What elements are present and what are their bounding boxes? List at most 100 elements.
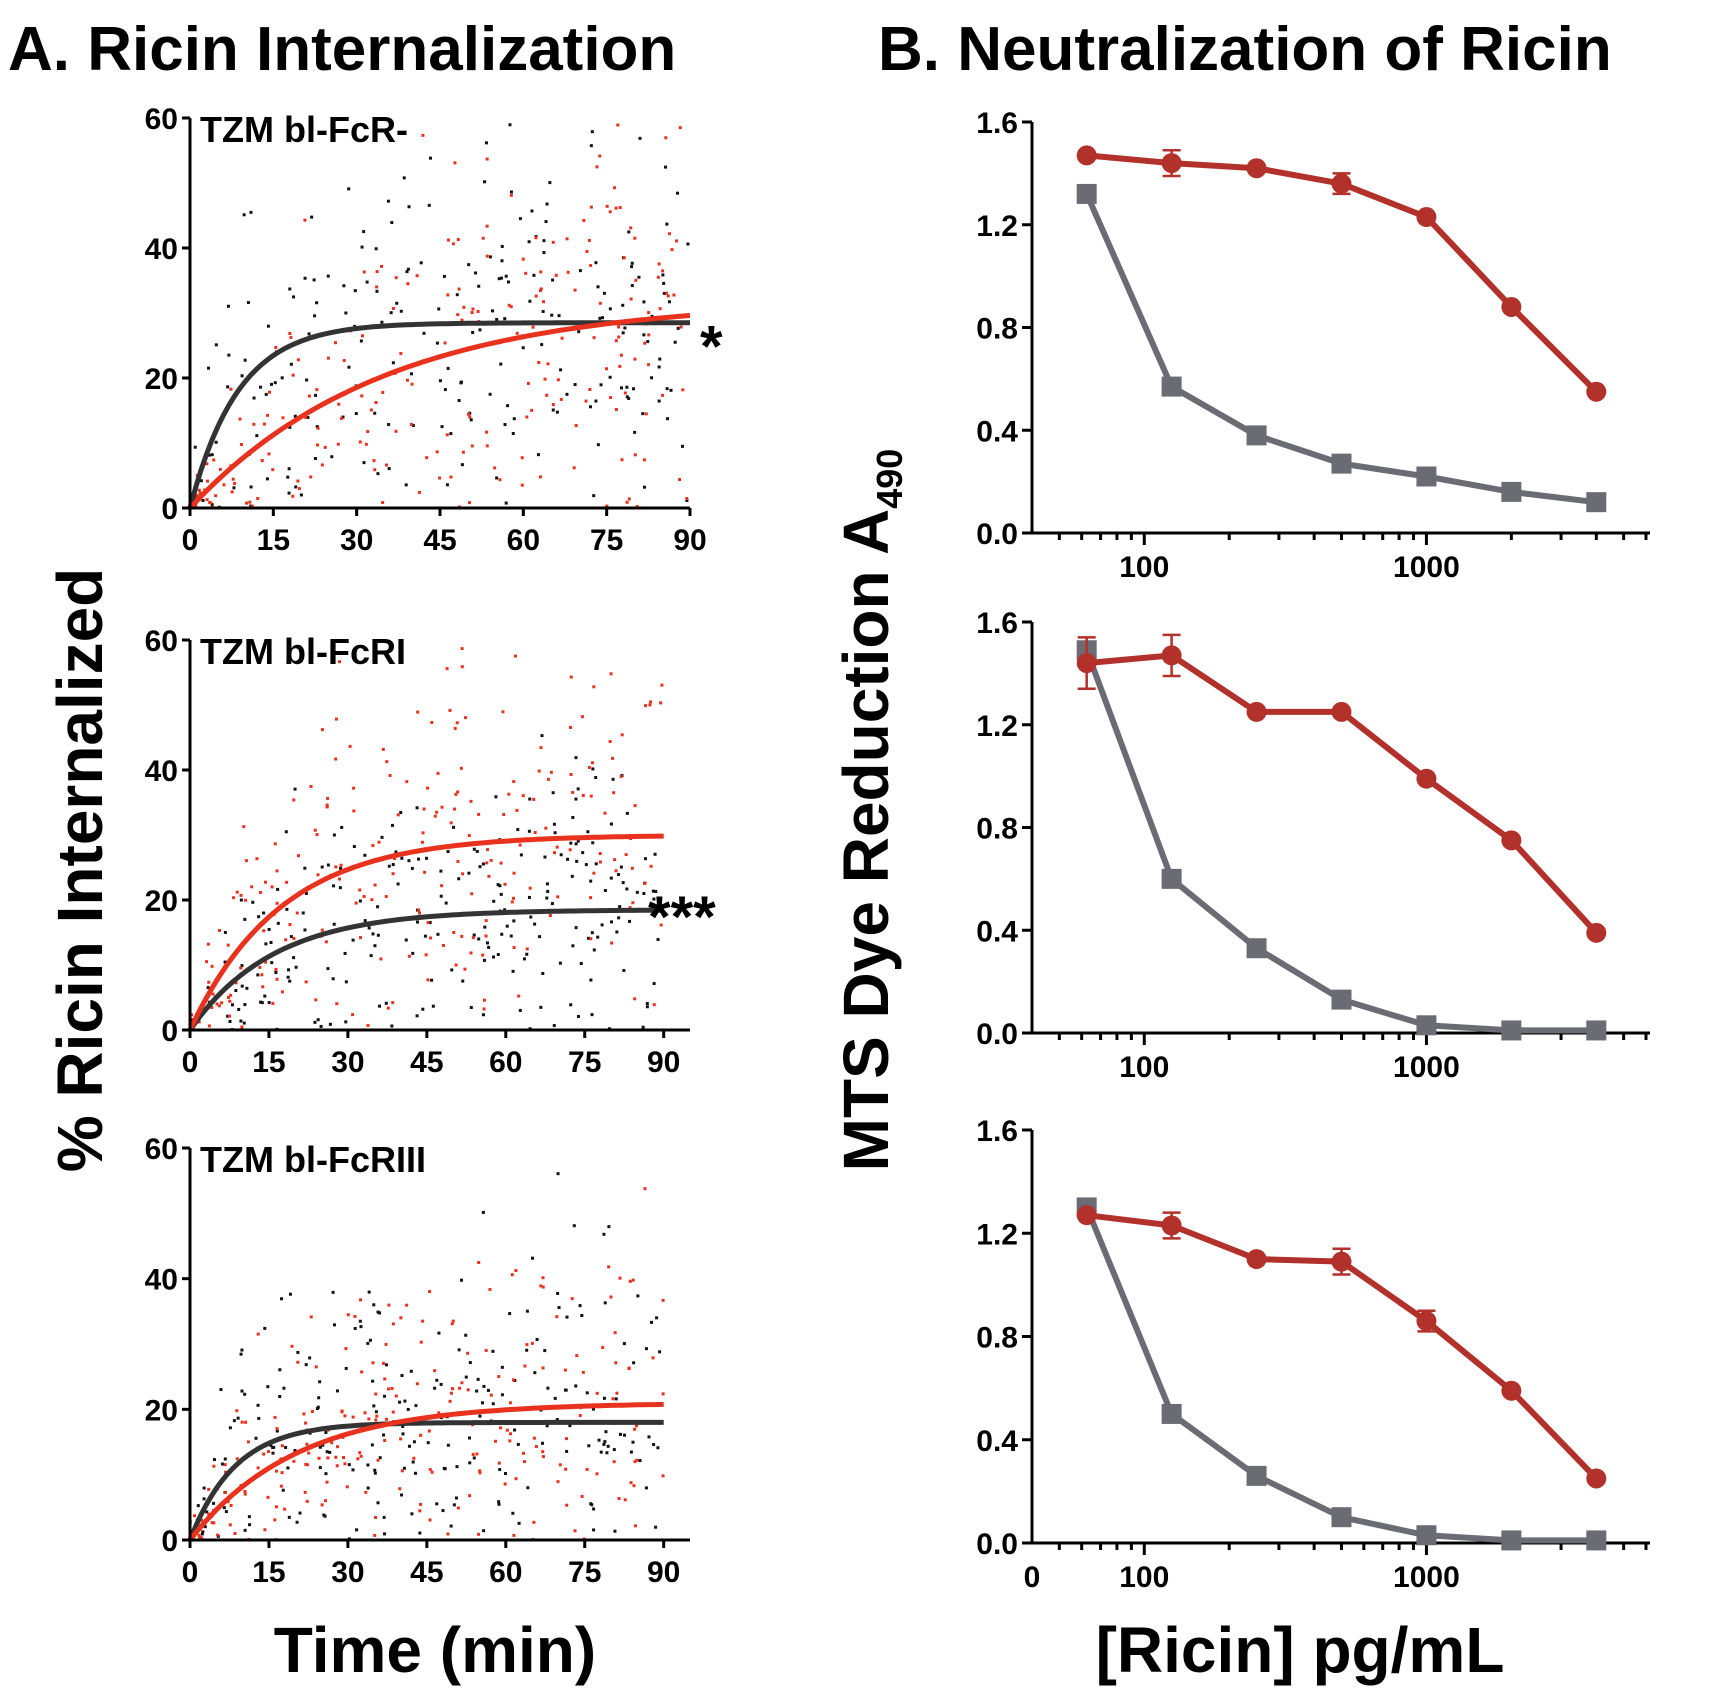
scatter-point: [260, 1001, 264, 1005]
scatter-point: [574, 797, 578, 801]
scatter-point: [647, 333, 651, 337]
data-point-circle: [1501, 1380, 1522, 1401]
scatter-point: [526, 381, 530, 385]
scatter-point: [635, 1458, 639, 1462]
scatter-point: [313, 828, 317, 832]
y-tick-label: 1.6: [976, 1115, 1018, 1148]
scatter-point: [287, 1515, 291, 1519]
scatter-point: [207, 453, 211, 457]
scatter-point: [274, 345, 278, 349]
data-point-circle: [1501, 830, 1522, 851]
scatter-point: [239, 898, 243, 902]
scatter-point: [275, 869, 279, 873]
scatter-point: [483, 958, 487, 962]
scatter-point: [240, 1389, 244, 1393]
scatter-point: [553, 1396, 557, 1400]
scatter-point: [551, 240, 555, 244]
scatter-point: [293, 1449, 297, 1453]
scatter-point: [374, 401, 378, 405]
scatter-point: [633, 430, 637, 434]
scatter-point: [662, 291, 666, 295]
scatter-point: [233, 481, 237, 485]
scatter-point: [647, 311, 651, 315]
scatter-point: [523, 1460, 527, 1464]
scatter-point: [623, 391, 627, 395]
scatter-point: [358, 1319, 362, 1323]
scatter-point: [373, 411, 377, 415]
scatter-point: [629, 1481, 633, 1485]
scatter-point: [598, 301, 602, 305]
scatter-point: [383, 1532, 387, 1536]
scatter-point: [202, 1486, 206, 1490]
scatter-point: [659, 701, 663, 705]
scatter-point: [636, 1294, 640, 1298]
scatter-point: [407, 205, 411, 209]
scatter-point: [460, 934, 464, 938]
y-tick-label: 0.8: [976, 1322, 1018, 1355]
scatter-point: [206, 986, 210, 990]
scatter-point: [293, 414, 297, 418]
scatter-point: [296, 1360, 300, 1364]
scatter-point: [652, 1003, 656, 1007]
scatter-point: [273, 381, 277, 385]
x-tick-label: 100: [1119, 1561, 1169, 1594]
scatter-point: [555, 1315, 559, 1319]
scatter-point: [456, 237, 460, 241]
scatter-point: [498, 1468, 502, 1472]
scatter-point: [415, 806, 419, 810]
scatter-point: [482, 1007, 486, 1011]
scatter-point: [424, 953, 428, 957]
scatter-point: [566, 270, 570, 274]
x-tick-label-extra: 0: [1024, 1561, 1041, 1594]
fit-curve-red: [187, 833, 664, 1032]
scatter-point: [234, 989, 238, 993]
scatter-point: [269, 940, 273, 944]
scatter-point: [658, 357, 662, 361]
scatter-point: [510, 1273, 514, 1277]
scatter-point: [275, 1427, 279, 1431]
scatter-point: [489, 858, 493, 862]
scatter-point: [440, 805, 444, 809]
scatter-point: [280, 1471, 284, 1475]
scatter-point: [198, 491, 202, 495]
scatter-point: [291, 373, 295, 377]
scatter-point: [288, 332, 292, 336]
scatter-point: [642, 300, 646, 304]
scatter-point: [419, 261, 423, 265]
scatter-point: [506, 404, 510, 408]
scatter-point: [263, 1326, 267, 1330]
scatter-point: [598, 852, 602, 856]
scatter-point: [263, 1528, 267, 1532]
scatter-point: [369, 954, 373, 958]
scatter-point: [590, 1013, 594, 1017]
scatter-point: [410, 1512, 414, 1516]
scatter-point: [243, 1003, 247, 1007]
scatter-point: [427, 203, 431, 207]
scatter-point: [656, 1446, 660, 1450]
scatter-point: [343, 1462, 347, 1466]
scatter-point: [439, 869, 443, 873]
scatter-point: [205, 462, 209, 466]
scatter-point: [320, 865, 324, 869]
x-tick-label: 1000: [1393, 1051, 1460, 1084]
scatter-point: [407, 859, 411, 863]
scatter-point: [271, 1001, 275, 1005]
x-tick-label: 75: [568, 1046, 601, 1079]
scatter-point: [240, 1420, 244, 1424]
x-tick-label: 60: [507, 524, 540, 557]
scatter-point: [450, 968, 454, 972]
scatter-point: [553, 831, 557, 835]
y-tick-label: 1.2: [976, 710, 1018, 743]
scatter-point: [603, 811, 607, 815]
scatter-point: [343, 1414, 347, 1418]
scatter-point: [326, 796, 330, 800]
scatter-point: [634, 278, 638, 282]
scatter-point: [643, 857, 647, 861]
scatter-point: [222, 483, 226, 487]
scatter-point: [374, 1392, 378, 1396]
scatter-point: [512, 1533, 516, 1537]
scatter-point: [565, 1503, 569, 1507]
scatter-point: [596, 443, 600, 447]
scatter-point: [267, 452, 271, 456]
scatter-point: [512, 1378, 516, 1382]
